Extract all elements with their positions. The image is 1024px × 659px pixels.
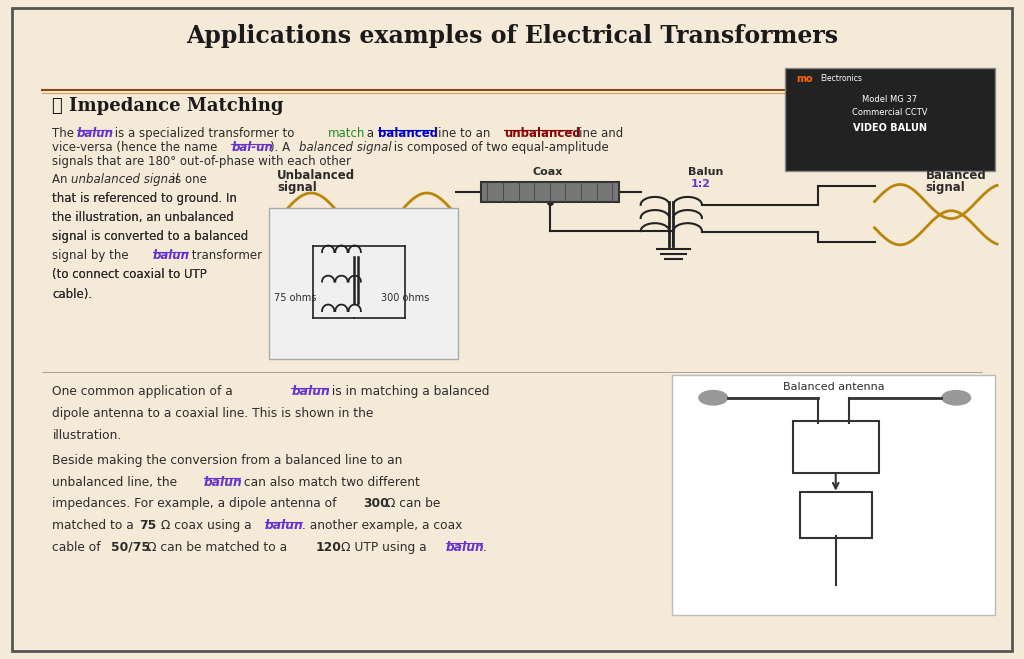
Text: Coax cable: Coax cable — [809, 500, 863, 510]
Text: . another example, a coax: . another example, a coax — [302, 519, 462, 532]
FancyBboxPatch shape — [11, 8, 1013, 651]
Text: balun: balun — [265, 519, 303, 532]
Text: unbalanced: unbalanced — [504, 127, 581, 140]
Text: signal is converted to a balanced: signal is converted to a balanced — [52, 231, 249, 243]
Text: the illustration, an unbalanced: the illustration, an unbalanced — [52, 212, 234, 224]
Text: The: The — [52, 127, 78, 140]
Text: dipole antenna to a coaxial line. This is shown in the: dipole antenna to a coaxial line. This i… — [52, 407, 374, 420]
Text: balanced signal: balanced signal — [299, 141, 391, 154]
Text: that is referenced to ground. In: that is referenced to ground. In — [52, 192, 238, 206]
Text: match: match — [328, 127, 366, 140]
Text: signal is converted to a balanced: signal is converted to a balanced — [52, 231, 249, 243]
Text: cable of: cable of — [52, 541, 104, 554]
Text: Applications examples of Electrical Transformers: Applications examples of Electrical Tran… — [186, 24, 838, 48]
Text: Balun: Balun — [688, 167, 723, 177]
Text: balun: balun — [204, 476, 243, 489]
Text: balun: balun — [153, 250, 189, 262]
Text: ). A: ). A — [270, 141, 294, 154]
Text: transformer: transformer — [188, 250, 262, 262]
Text: (to connect coaxial to UTP: (to connect coaxial to UTP — [52, 268, 207, 281]
FancyBboxPatch shape — [269, 208, 458, 359]
Text: Commercial CCTV: Commercial CCTV — [852, 108, 928, 117]
Text: that is referenced to ground. In: that is referenced to ground. In — [52, 192, 238, 206]
Text: (unbalanced): (unbalanced) — [804, 512, 868, 522]
Text: line to an: line to an — [431, 127, 495, 140]
FancyBboxPatch shape — [800, 492, 872, 538]
Text: is composed of two equal-amplitude: is composed of two equal-amplitude — [390, 141, 609, 154]
FancyBboxPatch shape — [481, 182, 620, 202]
Text: Ω UTP using a: Ω UTP using a — [341, 541, 431, 554]
FancyBboxPatch shape — [784, 69, 995, 171]
Text: cable).: cable). — [52, 287, 92, 301]
Text: VIDEO BALUN: VIDEO BALUN — [853, 123, 927, 133]
Text: Ω can be: Ω can be — [382, 498, 440, 511]
Text: 75 ohms: 75 ohms — [274, 293, 316, 303]
Text: illustration.: illustration. — [52, 428, 122, 442]
Text: line and: line and — [572, 127, 624, 140]
Text: unbalanced signal: unbalanced signal — [71, 173, 178, 186]
Text: impedances. For example, a dipole antenna of: impedances. For example, a dipole antenn… — [52, 498, 341, 511]
Text: matched to a: matched to a — [52, 519, 138, 532]
Text: 300: 300 — [362, 498, 389, 511]
Text: bal-un: bal-un — [231, 141, 273, 154]
Text: vice-versa (hence the name: vice-versa (hence the name — [52, 141, 221, 154]
Text: Unbalanced: Unbalanced — [278, 169, 355, 182]
Text: Ω coax using a: Ω coax using a — [157, 519, 255, 532]
Text: Electronics: Electronics — [820, 74, 862, 83]
Text: balun: balun — [445, 541, 484, 554]
Text: the illustration, an unbalanced: the illustration, an unbalanced — [52, 212, 234, 224]
Text: balun: balun — [292, 386, 330, 398]
Text: cable).: cable). — [52, 287, 92, 301]
Text: unbalanced line, the: unbalanced line, the — [52, 476, 181, 489]
FancyBboxPatch shape — [793, 421, 879, 473]
Ellipse shape — [699, 391, 727, 405]
Text: Ω can be matched to a: Ω can be matched to a — [147, 541, 292, 554]
Text: balanced: balanced — [378, 127, 438, 140]
Text: a: a — [362, 127, 378, 140]
Text: Model MG 37: Model MG 37 — [862, 96, 918, 104]
Text: signals that are 180° out-of-phase with each other: signals that are 180° out-of-phase with … — [52, 155, 351, 168]
Text: signal by the: signal by the — [52, 250, 133, 262]
Text: (to connect coaxial to UTP: (to connect coaxial to UTP — [52, 268, 207, 281]
Text: One common application of a: One common application of a — [52, 386, 238, 398]
Text: signal: signal — [926, 181, 966, 194]
Text: Beside making the conversion from a balanced line to an: Beside making the conversion from a bala… — [52, 454, 402, 467]
Text: 120: 120 — [316, 541, 342, 554]
Text: mo: mo — [796, 74, 812, 84]
Text: An: An — [52, 173, 72, 186]
Text: can also match two different: can also match two different — [241, 476, 420, 489]
Text: 1:2: 1:2 — [691, 179, 711, 188]
Text: Balanced: Balanced — [926, 169, 986, 182]
Text: is a specialized transformer to: is a specialized transformer to — [111, 127, 298, 140]
Text: Coax: Coax — [532, 167, 563, 177]
Text: Balanced antenna: Balanced antenna — [783, 382, 885, 392]
Text: 300 ohms: 300 ohms — [381, 293, 429, 303]
Text: is in matching a balanced: is in matching a balanced — [328, 386, 489, 398]
Text: balun: balun — [77, 127, 114, 140]
Text: 75: 75 — [139, 519, 157, 532]
Text: signal: signal — [278, 181, 316, 194]
Ellipse shape — [942, 391, 971, 405]
Text: is one: is one — [168, 173, 207, 186]
Text: 50/75: 50/75 — [111, 541, 150, 554]
Text: ❖ Impedance Matching: ❖ Impedance Matching — [52, 96, 284, 115]
Text: Balun: Balun — [819, 437, 853, 450]
FancyBboxPatch shape — [673, 375, 995, 615]
Text: .: . — [482, 541, 486, 554]
